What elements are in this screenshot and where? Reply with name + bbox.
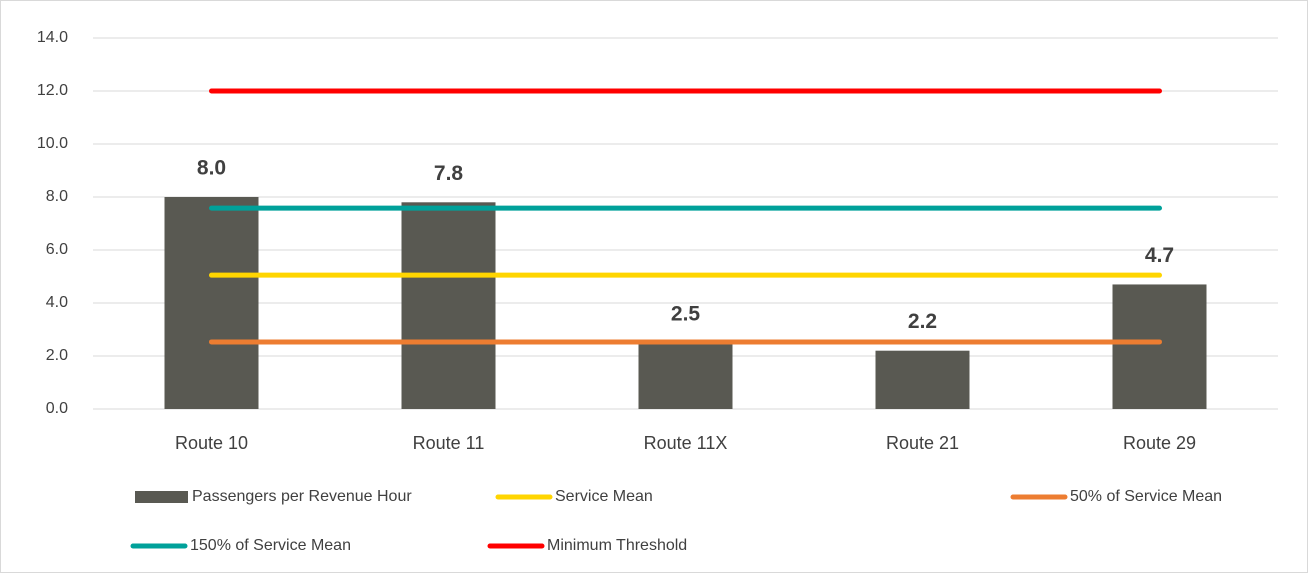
bar <box>1112 284 1207 409</box>
data-label: 2.2 <box>908 310 937 333</box>
data-label: 4.7 <box>1145 244 1174 267</box>
x-tick-label: Route 29 <box>1123 433 1196 453</box>
bar <box>638 342 733 409</box>
data-label: 7.8 <box>434 162 464 185</box>
y-tick-label: 4.0 <box>46 294 68 311</box>
y-tick-label: 0.0 <box>46 400 68 417</box>
legend-label: Service Mean <box>555 488 653 505</box>
legend-swatch <box>135 491 188 503</box>
x-tick-label: Route 21 <box>886 433 959 453</box>
legend-label: Minimum Threshold <box>547 537 687 554</box>
y-tick-label: 14.0 <box>37 29 68 46</box>
y-tick-label: 12.0 <box>37 82 68 99</box>
x-tick-label: Route 11 <box>413 433 485 453</box>
legend-label: 150% of Service Mean <box>190 537 351 554</box>
y-tick-label: 2.0 <box>46 347 68 364</box>
bar <box>875 350 970 409</box>
x-tick-label: Route 11X <box>644 433 728 453</box>
y-tick-label: 8.0 <box>46 188 68 205</box>
data-label: 2.5 <box>671 302 701 325</box>
legend-label: 50% of Service Mean <box>1070 488 1222 505</box>
bar <box>401 202 496 409</box>
x-tick-label: Route 10 <box>175 433 248 453</box>
y-tick-label: 10.0 <box>37 135 68 152</box>
data-label: 8.0 <box>197 157 226 180</box>
bar <box>164 197 259 409</box>
y-tick-label: 6.0 <box>46 241 68 258</box>
legend-label: Passengers per Revenue Hour <box>192 488 412 505</box>
